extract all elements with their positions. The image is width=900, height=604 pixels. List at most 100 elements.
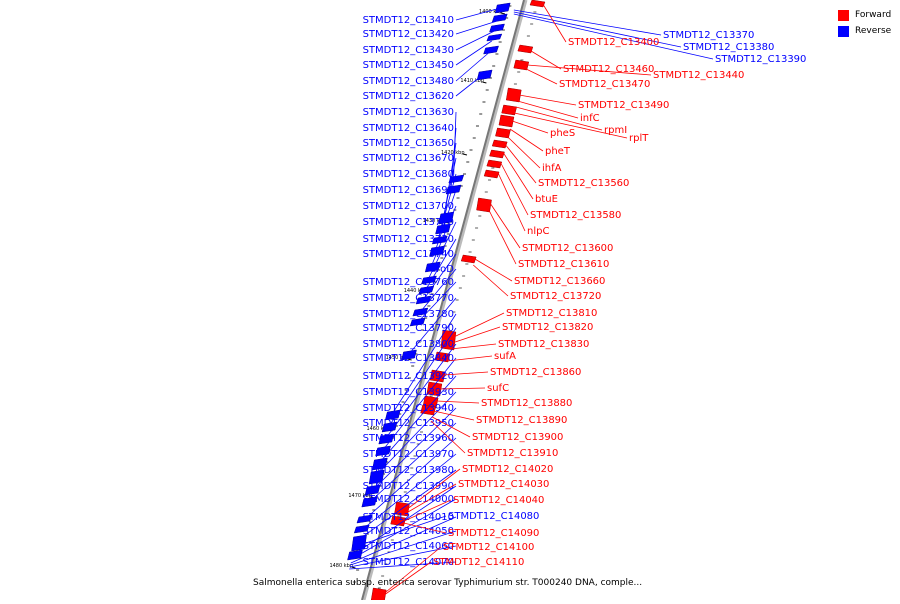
leader-line bbox=[383, 561, 432, 596]
forward-gene-block bbox=[489, 149, 505, 159]
forward-gene-block bbox=[513, 59, 530, 71]
forward-gene-label: STMDT12_C14040 bbox=[453, 495, 544, 506]
forward-gene-label: STMDT12_C14030 bbox=[458, 479, 549, 490]
leader-line bbox=[436, 173, 457, 244]
forward-gene-label: STMDT12_C14090 bbox=[448, 528, 539, 539]
forward-gene-block bbox=[476, 197, 492, 213]
forward-gene-block bbox=[491, 139, 508, 149]
reverse-gene-label: STMDT12_C14000 bbox=[363, 494, 454, 505]
forward-gene-label: rpmI bbox=[604, 125, 627, 136]
forward-gene-label: rplT bbox=[629, 133, 649, 144]
leader-line bbox=[350, 530, 457, 566]
tick-label: 1450 kbp bbox=[386, 355, 410, 361]
reverse-gene-label: STMDT12_C13410 bbox=[363, 15, 454, 26]
tick-label: 1410 kbp bbox=[460, 78, 484, 84]
tick-mark bbox=[482, 81, 487, 84]
reverse-gene-label: STMDT12_C13680 bbox=[363, 169, 454, 180]
reverse-gene-label: STMDT12_C13980 bbox=[363, 465, 454, 476]
leader-line bbox=[513, 11, 682, 48]
leader-line bbox=[360, 515, 447, 546]
reverse-gene-block bbox=[384, 409, 401, 421]
forward-gene-label: STMDT12_C13830 bbox=[498, 339, 589, 350]
leader-line bbox=[436, 400, 480, 404]
forward-gene-label: STMDT12_C13440 bbox=[653, 70, 744, 81]
forward-gene-label: btuE bbox=[535, 194, 558, 205]
forward-gene-label: STMDT12_C13610 bbox=[518, 259, 609, 270]
leader-line bbox=[453, 312, 505, 338]
leader-line bbox=[526, 68, 558, 85]
forward-gene-label: pheT bbox=[545, 146, 571, 157]
leader-line bbox=[423, 238, 457, 294]
reverse-gene-block bbox=[351, 534, 367, 552]
leader-line bbox=[527, 64, 652, 76]
reverse-gene-label: STMDT12_C13690 bbox=[363, 185, 454, 196]
leader-line bbox=[515, 106, 603, 131]
reverse-gene-label: STMDT12_C13970 bbox=[363, 449, 454, 460]
leader-line bbox=[503, 152, 534, 200]
sequence-caption: Salmonella enterica subsp. enterica sero… bbox=[253, 578, 643, 588]
tick-mark bbox=[462, 153, 468, 156]
leader-line bbox=[543, 4, 567, 43]
leader-line bbox=[530, 50, 562, 70]
reverse-gene-block bbox=[381, 421, 398, 433]
forward-gene-label: STMDT12_C13880 bbox=[481, 398, 572, 409]
leader-line bbox=[497, 172, 526, 232]
leader-line bbox=[507, 136, 541, 169]
reverse-gene-block bbox=[448, 174, 465, 184]
forward-gene-label: STMDT12_C13460 bbox=[563, 64, 654, 75]
leader-line bbox=[361, 437, 457, 523]
reverse-gene-label: STMDT12_C13390 bbox=[715, 54, 806, 65]
leader-line bbox=[433, 410, 475, 421]
reverse-gene-block bbox=[494, 2, 511, 14]
reverse-gene-label: STMDT12_C13710 bbox=[363, 217, 454, 228]
leader-line bbox=[407, 468, 461, 510]
reverse-swatch bbox=[838, 26, 849, 37]
forward-gene-label: STMDT12_C13810 bbox=[506, 308, 597, 319]
reverse-gene-label: STMDT12_C13670 bbox=[363, 153, 454, 164]
reverse-gene-label: STMDT12_C13760 bbox=[363, 277, 454, 288]
forward-gene-label: ihfA bbox=[542, 163, 562, 174]
leader-line bbox=[356, 469, 457, 542]
leader-line bbox=[500, 162, 529, 216]
forward-gene-label: STMDT12_C13470 bbox=[559, 79, 650, 90]
leader-line bbox=[384, 546, 442, 594]
forward-gene-block bbox=[529, 0, 546, 8]
forward-swatch bbox=[838, 10, 849, 21]
leader-line bbox=[513, 13, 714, 60]
tick-label: 1430 kbp bbox=[423, 218, 447, 224]
forward-gene-label: STMDT12_C13490 bbox=[578, 100, 669, 111]
reverse-gene-label: STMDT12_C13990 bbox=[363, 481, 454, 492]
forward-gene-label: STMDT12_C14100 bbox=[443, 542, 534, 553]
reverse-gene-label: STMDT12_C14010 bbox=[363, 512, 454, 523]
backbone-shadow bbox=[362, 0, 528, 601]
forward-gene-label: sufA bbox=[494, 351, 516, 362]
forward-gene-block bbox=[517, 44, 534, 54]
reverse-gene-block bbox=[476, 69, 493, 81]
tick-label: 1400 kbp bbox=[479, 9, 503, 15]
leader-line bbox=[519, 94, 577, 106]
reverse-gene-label: STMDT12_C13480 bbox=[363, 76, 454, 87]
forward-gene-label: sufC bbox=[487, 383, 509, 394]
leader-line bbox=[366, 422, 457, 506]
reverse-gene-label: STMDT12_C13790 bbox=[363, 323, 454, 334]
leader-line bbox=[489, 202, 521, 249]
leader-line bbox=[403, 522, 447, 534]
leader-line bbox=[455, 30, 495, 51]
forward-gene-block bbox=[429, 369, 446, 383]
reverse-gene-block bbox=[347, 549, 363, 561]
tick-label: 1470 kbp bbox=[348, 493, 372, 499]
reverse-gene-label: STMDT12_C13740 bbox=[363, 249, 454, 260]
forward-gene-label: pheS bbox=[550, 128, 575, 139]
reverse-gene-label: STMDT12_C13640 bbox=[363, 123, 454, 134]
leader-line bbox=[474, 258, 513, 282]
forward-gene-block bbox=[426, 381, 443, 397]
leader-line bbox=[373, 391, 457, 479]
leader-line bbox=[414, 281, 457, 326]
leader-line bbox=[380, 357, 457, 454]
reverse-gene-label: STMDT12_C14080 bbox=[448, 511, 539, 522]
reverse-gene-label: STMDT12_C13370 bbox=[663, 30, 754, 41]
forward-gene-block bbox=[422, 395, 439, 409]
leader-line bbox=[439, 387, 486, 390]
leader-line bbox=[430, 420, 466, 454]
